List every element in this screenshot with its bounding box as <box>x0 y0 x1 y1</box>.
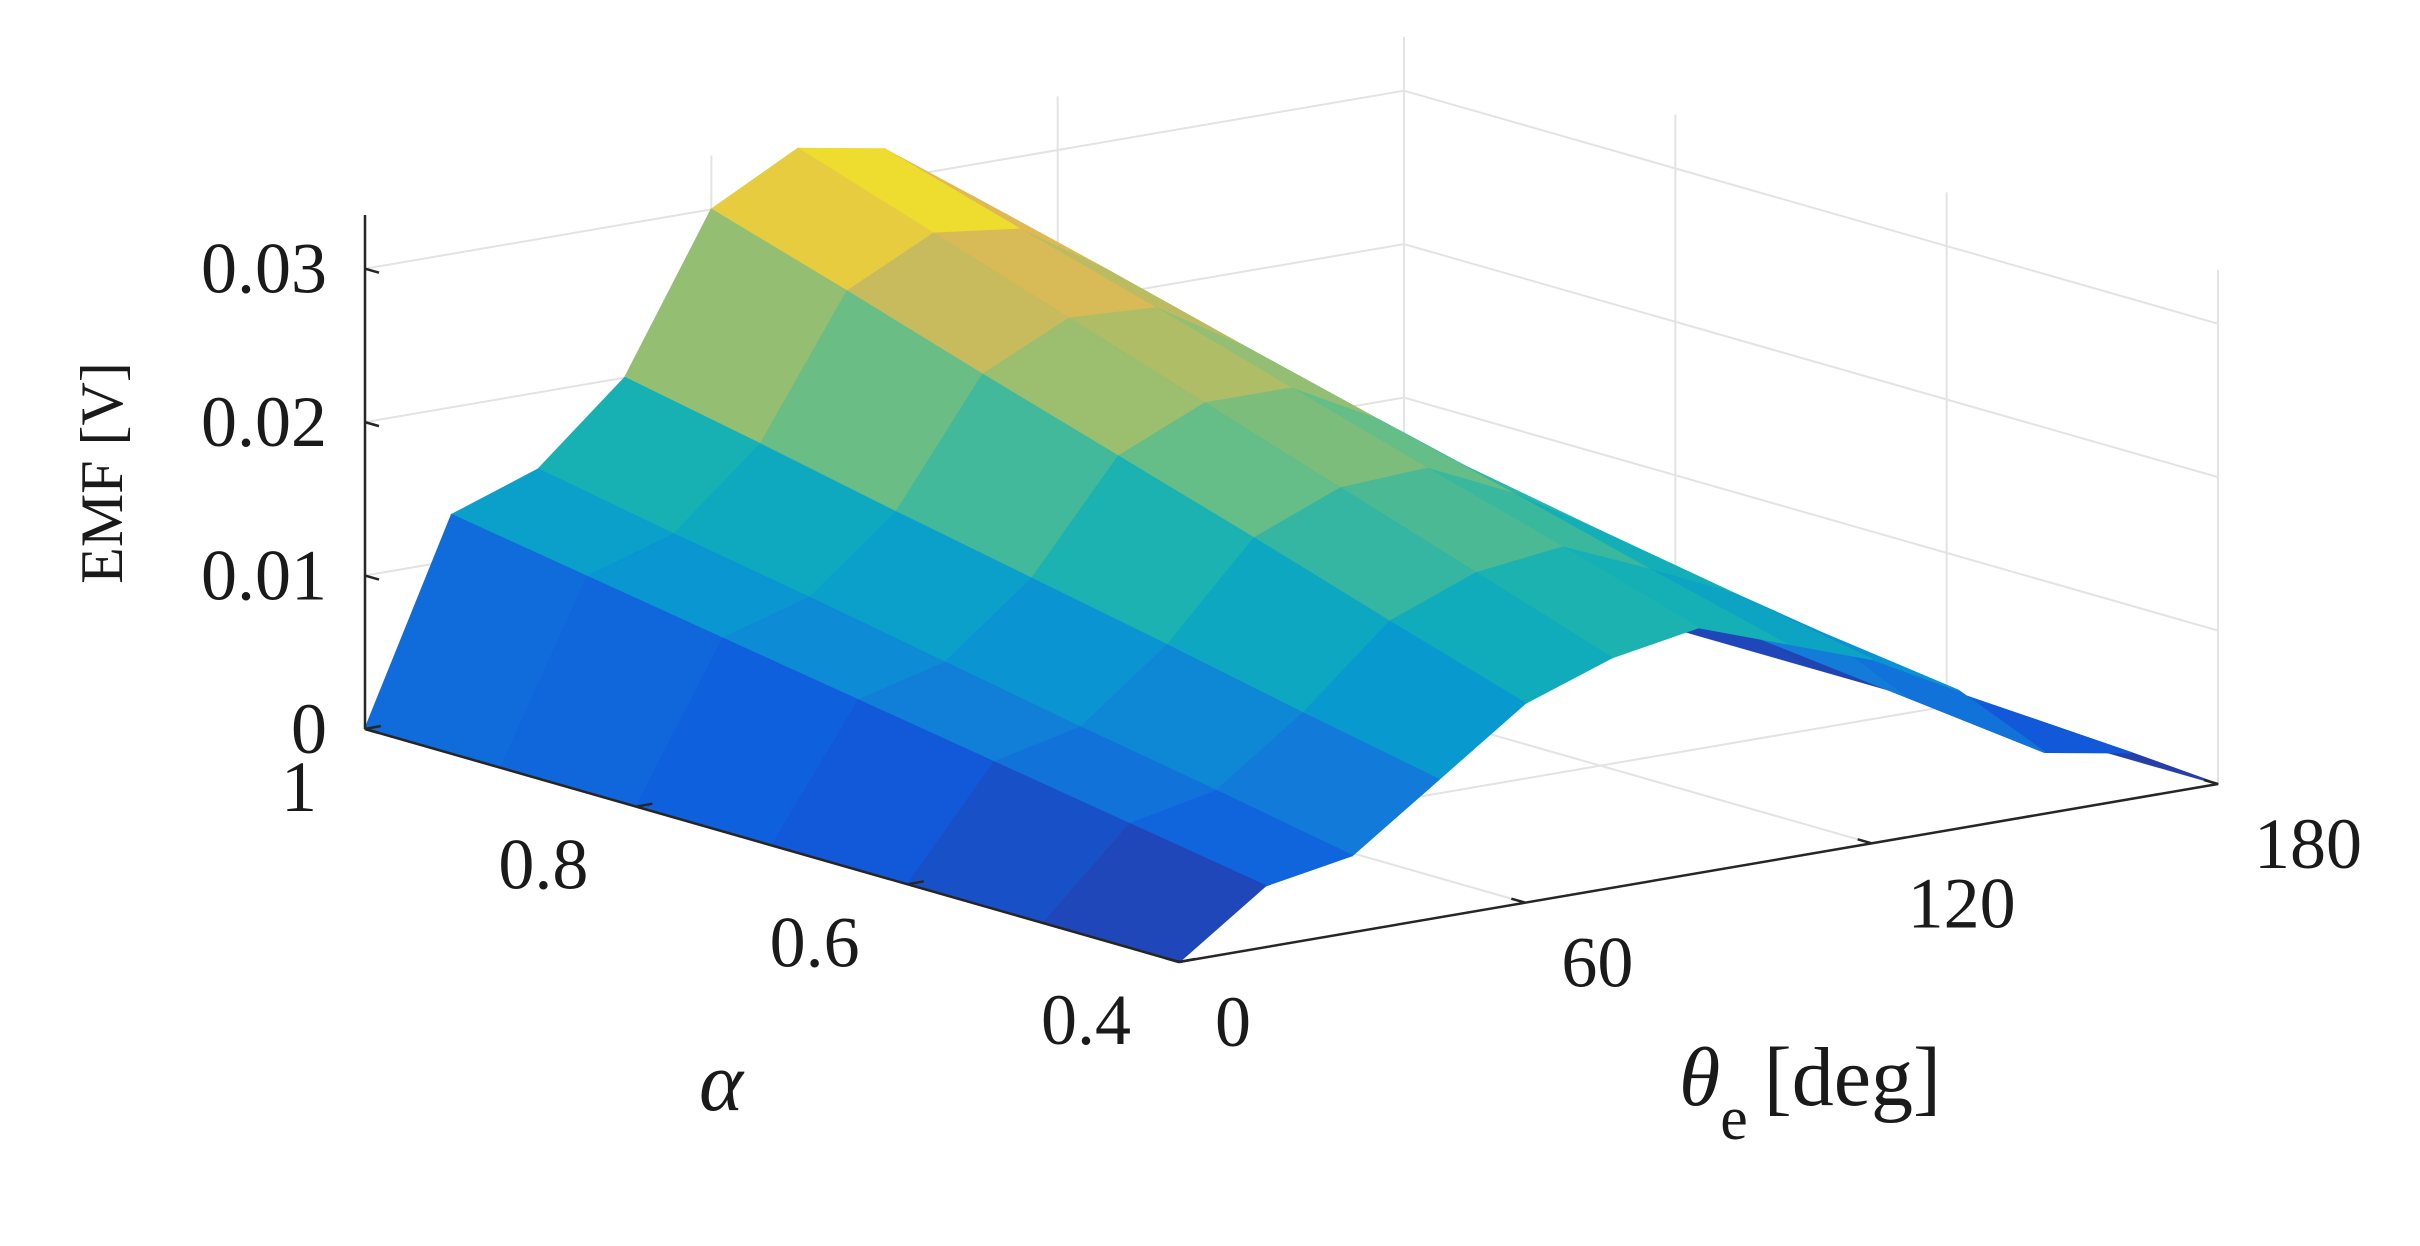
x-axis <box>1178 782 2219 964</box>
z-tick <box>364 574 380 581</box>
x-tick <box>1164 956 1180 964</box>
surface <box>364 147 2219 963</box>
z-tick-label: 0.02 <box>201 382 327 462</box>
z-tick-label: 0 <box>291 689 327 769</box>
x-axis-subscript: e <box>1720 1085 1748 1153</box>
y-tick-label: 0.4 <box>1041 980 1131 1060</box>
x-tick-label: 120 <box>1908 863 2016 943</box>
y-tick-label: 0.6 <box>770 902 860 982</box>
x-tick <box>2203 778 2219 786</box>
x-tick <box>1857 838 1873 845</box>
z-axis-label: EMF [V] <box>69 362 135 584</box>
grid-line <box>1403 89 2219 325</box>
y-tick <box>364 724 382 731</box>
y-tick-label: 0.8 <box>498 825 588 905</box>
z-tick-label: 0.03 <box>201 229 327 309</box>
z-tick-label: 0.01 <box>201 536 327 616</box>
y-tick <box>636 802 653 808</box>
x-tick-label: 60 <box>1561 923 1633 1003</box>
x-tick-label: 0 <box>1215 982 1251 1062</box>
grid-line <box>1403 396 2219 632</box>
x-axis-symbol: θ <box>1679 1031 1720 1124</box>
z-tick <box>364 420 380 428</box>
y-axis <box>364 727 1180 964</box>
y-tick <box>1178 957 1196 964</box>
x-tick-label: 180 <box>2254 804 2362 884</box>
x-axis-label: θe [deg] <box>1679 1031 1941 1153</box>
x-axis-unit: [deg] <box>1764 1031 1941 1124</box>
y-tick-label: 1 <box>281 747 317 827</box>
z-tick <box>364 267 380 274</box>
grid-line <box>1403 243 2219 479</box>
y-tick <box>907 880 924 886</box>
y-axis-label: α <box>699 1036 745 1129</box>
x-tick <box>1510 897 1526 904</box>
